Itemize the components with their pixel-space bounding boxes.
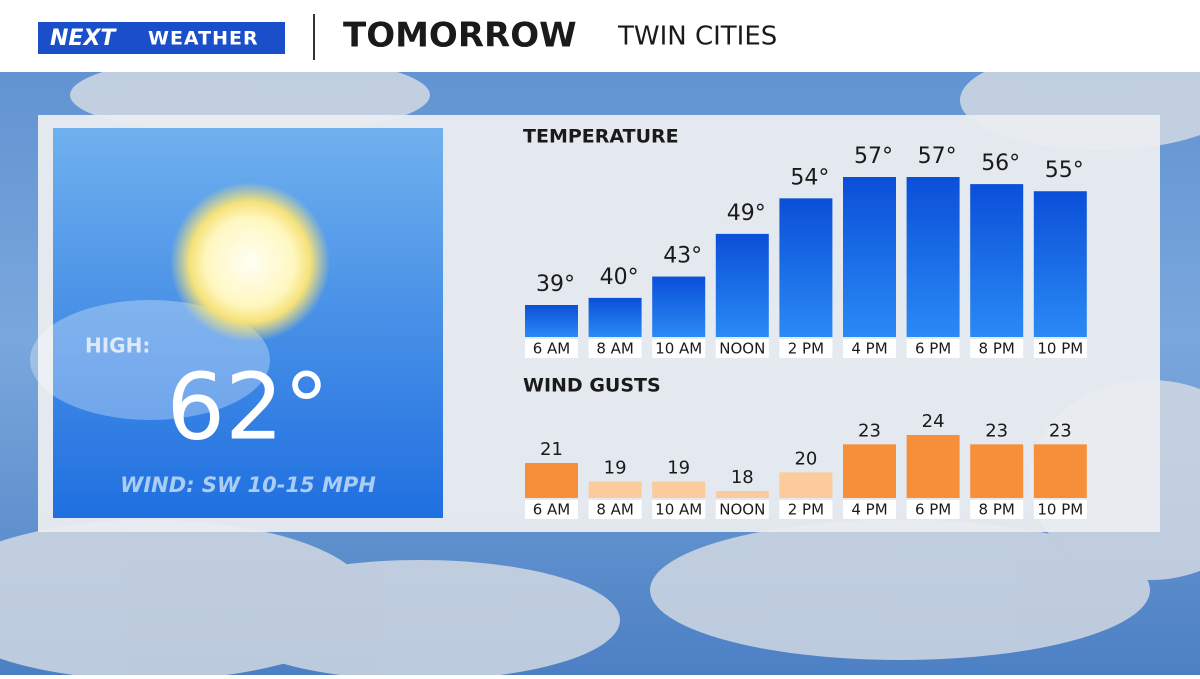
category-box [906, 339, 960, 358]
bar [970, 184, 1024, 337]
bar [588, 481, 642, 498]
category-label: 8 PM [979, 501, 1015, 519]
category-label: 10 AM [655, 501, 702, 519]
bar [715, 233, 769, 337]
bar [970, 444, 1024, 498]
category-label: 8 PM [979, 340, 1015, 358]
category-box [588, 339, 642, 358]
wind-summary: WIND: SW 10-15 MPH [120, 473, 376, 497]
category-label: 6 PM [915, 501, 951, 519]
value-label: 55° [1045, 158, 1084, 183]
value-label: 49° [727, 201, 766, 226]
value-label: 20 [794, 448, 817, 469]
value-label: 56° [981, 151, 1020, 176]
bar [1033, 191, 1087, 337]
bar [843, 444, 896, 498]
logo-weather: WEATHER [148, 28, 259, 50]
category-box [525, 339, 578, 358]
category-label: 4 PM [851, 501, 887, 519]
header-title: TOMORROW [343, 16, 577, 56]
value-label: 43° [663, 244, 702, 269]
category-label: 10 PM [1037, 340, 1083, 358]
value-label: 18 [731, 467, 754, 488]
bar [652, 276, 706, 337]
category-box [715, 339, 769, 358]
category-box [652, 500, 706, 519]
category-label: 6 PM [915, 340, 951, 358]
category-box [779, 339, 833, 358]
category-label: 8 AM [596, 340, 634, 358]
header-location: TWIN CITIES [617, 22, 777, 52]
category-label: 6 AM [533, 340, 571, 358]
category-box [906, 500, 960, 519]
category-box [970, 339, 1024, 358]
category-label: 2 PM [788, 501, 824, 519]
bar [843, 177, 896, 337]
value-label: 23 [858, 420, 881, 441]
bar [779, 472, 833, 498]
category-box [1033, 339, 1087, 358]
category-label: NOON [719, 501, 765, 519]
category-box [970, 500, 1024, 519]
high-value: 62° [166, 353, 329, 460]
category-label: 6 AM [533, 501, 571, 519]
value-label: 57° [918, 144, 957, 169]
value-label: 19 [667, 458, 690, 479]
category-box [652, 339, 706, 358]
category-box [715, 500, 769, 519]
category-label: 10 AM [655, 340, 702, 358]
category-label: 2 PM [788, 340, 824, 358]
category-box [1033, 500, 1087, 519]
category-box [843, 500, 896, 519]
bar [906, 177, 960, 337]
bar [1033, 444, 1087, 498]
category-box [779, 500, 833, 519]
chart-title: TEMPERATURE [523, 126, 679, 148]
value-label: 39° [536, 272, 575, 297]
value-label: 54° [790, 165, 829, 190]
category-label: 4 PM [851, 340, 887, 358]
logo-box [38, 22, 285, 54]
bar [906, 435, 960, 498]
category-box [843, 339, 896, 358]
value-label: 40° [600, 265, 639, 290]
category-box [525, 500, 578, 519]
bar [525, 463, 578, 498]
sun [170, 182, 330, 342]
category-label: 10 PM [1037, 501, 1083, 519]
category-label: NOON [719, 340, 765, 358]
high-label: HIGH: [85, 334, 150, 358]
value-label: 24 [922, 411, 945, 432]
category-label: 8 AM [596, 501, 634, 519]
chart-title: WIND GUSTS [523, 375, 661, 397]
bar [652, 481, 706, 498]
bar [715, 491, 769, 498]
value-label: 19 [604, 458, 627, 479]
value-label: 21 [540, 439, 563, 460]
value-label: 23 [985, 420, 1008, 441]
bar [588, 297, 642, 337]
value-label: 57° [854, 144, 893, 169]
value-label: 23 [1049, 420, 1072, 441]
logo-next: NEXT [50, 26, 117, 51]
bar [525, 305, 578, 337]
category-box [588, 500, 642, 519]
bar [779, 198, 833, 337]
